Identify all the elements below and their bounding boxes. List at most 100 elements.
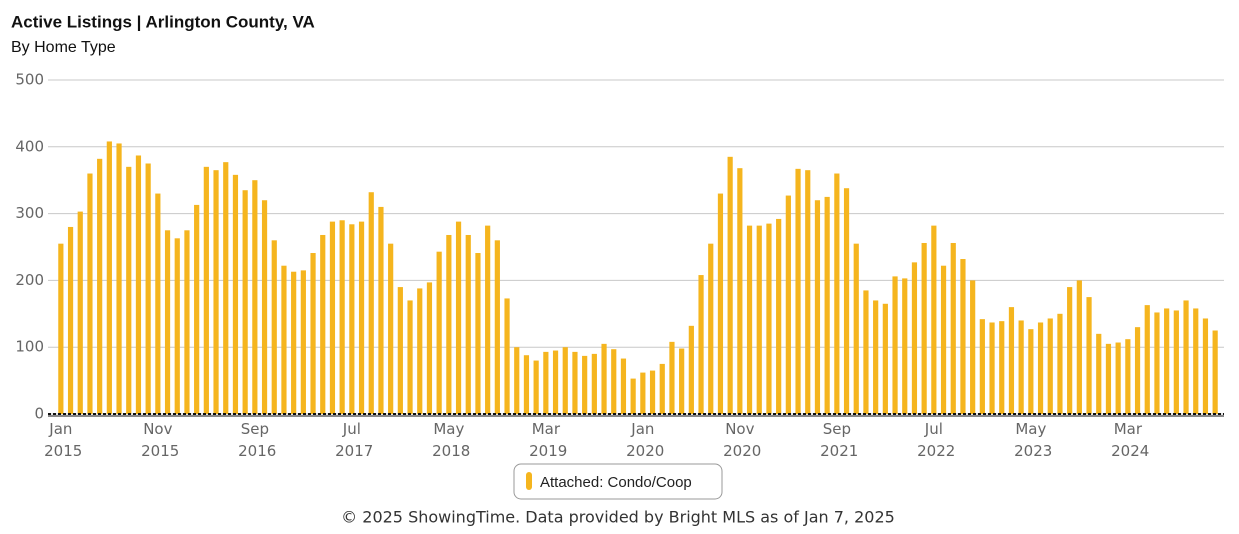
bar xyxy=(892,276,898,414)
bar xyxy=(814,200,821,414)
bar xyxy=(669,341,675,414)
x-tick-label: May 2023 xyxy=(1009,420,1052,460)
bar xyxy=(126,166,132,414)
bar xyxy=(552,350,559,414)
bar xyxy=(1183,300,1189,414)
legend-box xyxy=(513,463,723,500)
bar xyxy=(863,290,869,414)
bar xyxy=(213,170,219,414)
bar xyxy=(1028,329,1034,414)
bar xyxy=(242,190,248,414)
bar xyxy=(543,351,549,414)
bar xyxy=(843,188,850,414)
bar xyxy=(795,168,801,414)
bar xyxy=(562,347,568,414)
bar xyxy=(940,265,947,414)
bar xyxy=(475,253,481,414)
bar xyxy=(407,300,413,414)
bar xyxy=(58,243,64,414)
bar xyxy=(649,370,656,414)
bar xyxy=(446,234,452,414)
x-tick-label: Jul 2022 xyxy=(912,420,955,460)
bar xyxy=(737,168,743,414)
bar xyxy=(931,225,937,414)
bar xyxy=(300,270,306,414)
bar xyxy=(67,226,74,414)
chart-title: Active Listings | Arlington County, VA xyxy=(11,12,315,31)
bar xyxy=(426,282,433,414)
bar xyxy=(106,141,112,414)
bar xyxy=(388,243,394,414)
y-tick-label: 200 xyxy=(15,271,44,289)
bar xyxy=(378,206,384,414)
bar xyxy=(397,287,403,414)
bar xyxy=(1076,280,1082,414)
bar xyxy=(339,220,345,414)
bar xyxy=(1008,307,1015,414)
bar xyxy=(358,221,365,414)
bar xyxy=(882,303,888,414)
bar xyxy=(1057,313,1063,414)
bar xyxy=(640,372,646,414)
x-tick-label: Nov 2015 xyxy=(136,420,179,460)
bar xyxy=(203,166,209,414)
bar xyxy=(805,170,811,414)
bar xyxy=(155,193,161,414)
bar xyxy=(135,155,142,414)
bar xyxy=(97,158,103,414)
bar xyxy=(1037,322,1044,414)
bar xyxy=(1086,297,1092,414)
bar xyxy=(911,262,918,414)
bar xyxy=(611,349,617,414)
bar xyxy=(582,355,588,414)
bar xyxy=(494,240,500,414)
bar xyxy=(523,355,530,414)
bar xyxy=(1096,333,1102,414)
y-tick-label: 500 xyxy=(15,71,44,89)
bar xyxy=(455,221,462,414)
x-tick-label: Mar 2024 xyxy=(1106,420,1149,460)
legend-label: Attached: Condo/Coop xyxy=(540,474,692,491)
bar xyxy=(1173,310,1179,414)
bar xyxy=(970,280,976,414)
bar xyxy=(921,242,927,414)
bar xyxy=(116,143,122,414)
bar xyxy=(310,253,316,414)
footer: © 2025 ShowingTime. Data provided by Bri… xyxy=(341,508,895,527)
bar xyxy=(1134,327,1141,414)
bar xyxy=(1105,343,1112,414)
bar xyxy=(853,243,859,414)
chart-subtitle: By Home Type xyxy=(11,39,116,56)
bar xyxy=(514,347,520,414)
bar xyxy=(465,234,471,414)
bar xyxy=(252,180,258,414)
bar xyxy=(679,348,685,414)
bar xyxy=(368,192,374,414)
bar xyxy=(232,174,239,414)
bar xyxy=(659,363,665,414)
bar xyxy=(281,265,287,414)
bar xyxy=(87,173,93,414)
bar xyxy=(485,225,491,414)
x-tick-label: May 2018 xyxy=(427,420,470,460)
bar xyxy=(223,162,229,414)
bar xyxy=(1144,305,1150,414)
bar xyxy=(417,288,423,414)
bar xyxy=(1164,308,1170,414)
x-tick-label: Mar 2019 xyxy=(524,420,567,460)
bar xyxy=(1047,318,1053,414)
bar xyxy=(1202,318,1209,414)
bar xyxy=(504,298,510,414)
bar xyxy=(746,225,753,414)
bar xyxy=(174,238,180,414)
bar xyxy=(727,156,733,414)
bar xyxy=(950,242,956,414)
bar xyxy=(1193,308,1199,414)
bar xyxy=(824,196,830,414)
y-tick-label: 100 xyxy=(15,338,44,356)
bar xyxy=(834,173,840,414)
bar xyxy=(329,221,336,414)
bar xyxy=(1154,312,1160,414)
bar xyxy=(77,211,83,414)
